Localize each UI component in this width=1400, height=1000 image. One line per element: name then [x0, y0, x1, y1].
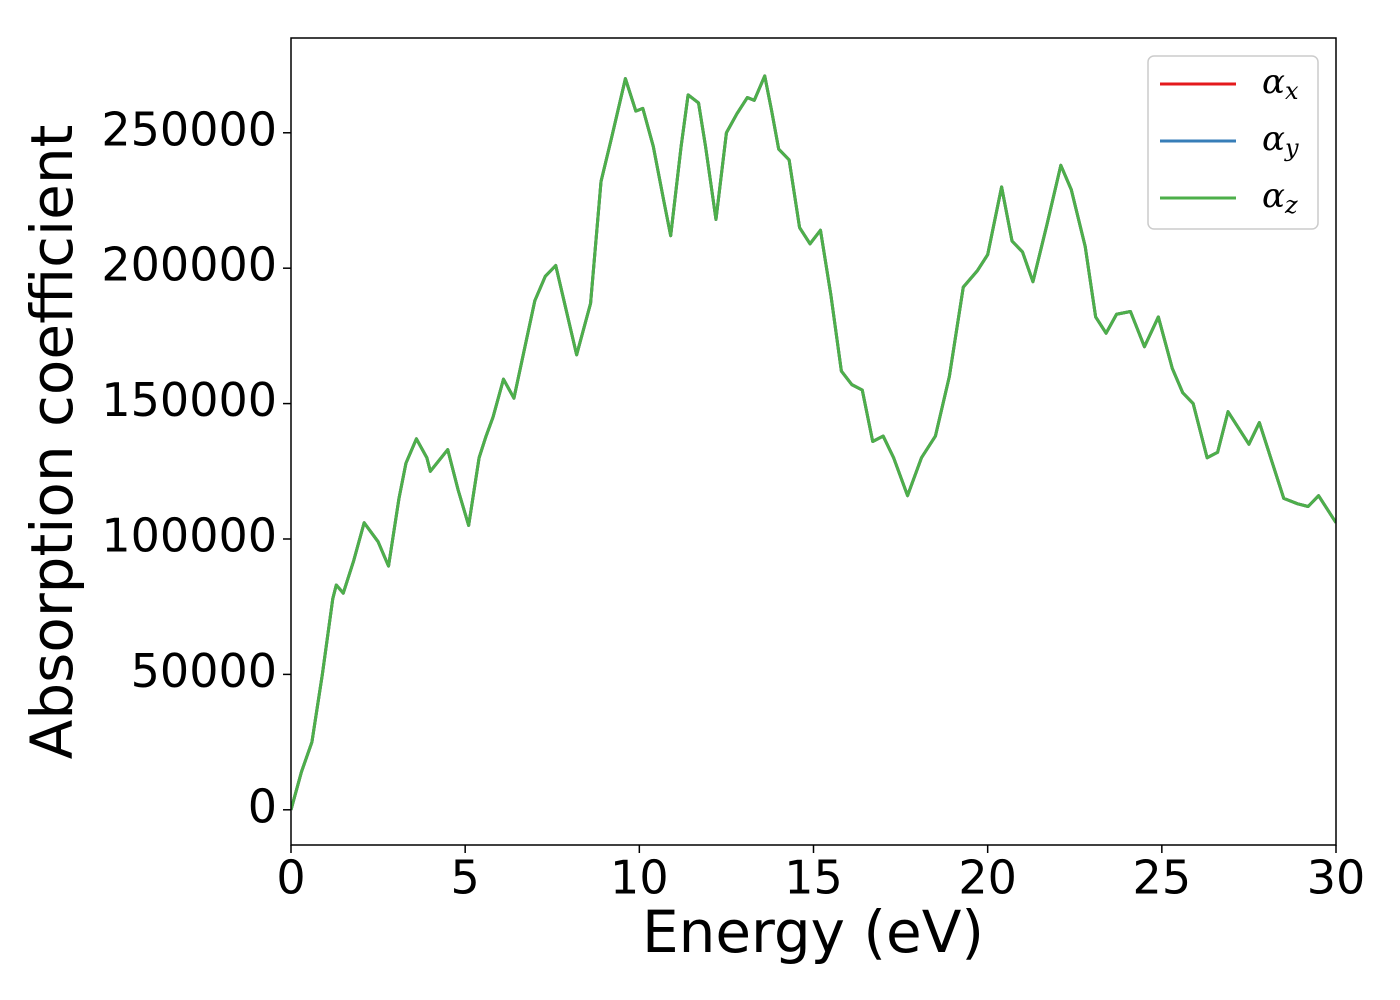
x-tick-label: 15 — [784, 851, 843, 905]
y-axis-label: Absorption coefficient — [18, 125, 86, 760]
y-tick-label: 100000 — [101, 508, 277, 562]
x-tick-label: 20 — [958, 851, 1017, 905]
x-axis-label: Energy (eV) — [642, 898, 984, 966]
y-tick-label: 250000 — [101, 102, 277, 156]
plot-frame — [290, 37, 1337, 846]
series-line — [291, 74, 1336, 811]
y-tick-label: 50000 — [131, 644, 277, 698]
x-tick-label: 30 — [1307, 851, 1366, 905]
y-tick-label: 0 — [248, 779, 277, 833]
x-tick-label: 10 — [610, 851, 669, 905]
y-tick-label: 150000 — [101, 373, 277, 427]
x-tick-label: 0 — [276, 851, 305, 905]
x-tick-label: 25 — [1133, 851, 1192, 905]
x-tick-label: 5 — [451, 851, 480, 905]
y-tick-label: 200000 — [101, 238, 277, 292]
